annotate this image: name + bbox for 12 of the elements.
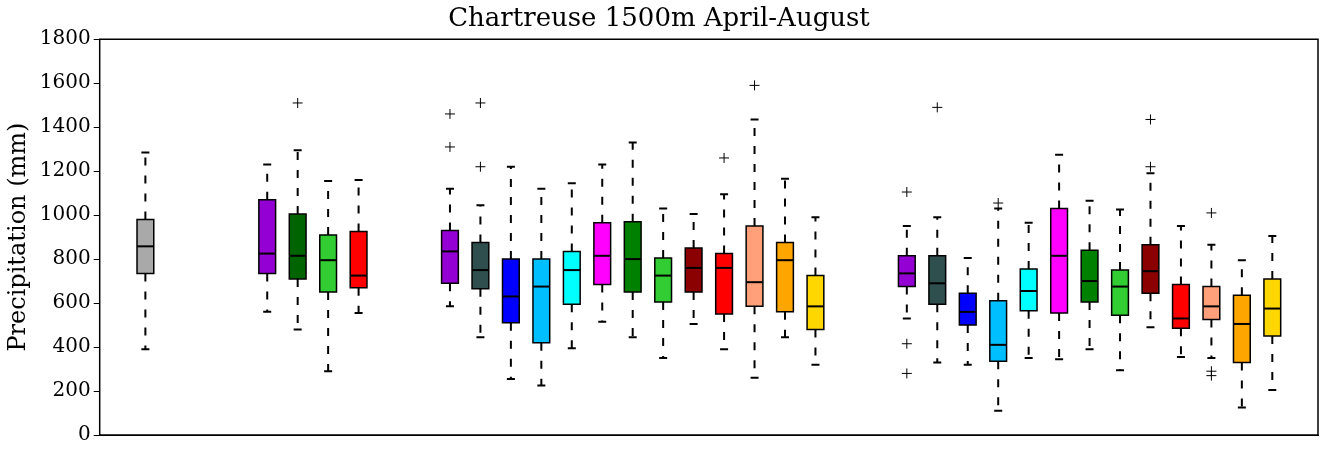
- y-tick-label: 1800: [39, 25, 91, 50]
- y-tick-label: 0: [77, 421, 91, 446]
- y-tick-label: 1600: [39, 69, 91, 94]
- y-tick-label: 400: [52, 333, 91, 358]
- y-tick-label: 1000: [39, 201, 91, 226]
- y-axis-title: Precipitation (mm): [2, 122, 31, 352]
- y-tick-label: 200: [52, 377, 91, 402]
- y-tick-label: 800: [52, 245, 91, 270]
- y-tick-label: 600: [52, 289, 91, 314]
- y-tick-label: 1400: [39, 113, 91, 138]
- y-tick-label: 1200: [39, 157, 91, 182]
- chart-title: Chartreuse 1500m April-August: [448, 2, 871, 33]
